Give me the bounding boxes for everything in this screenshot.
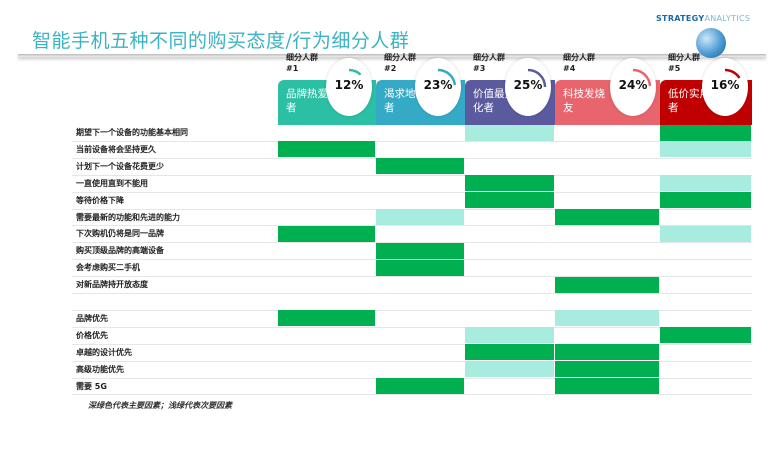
- primary-factor-cell: [376, 242, 464, 259]
- row-label: 品牌优先: [76, 313, 108, 323]
- secondary-factor-cell: [660, 225, 751, 242]
- primary-factor-cell: [555, 276, 659, 293]
- primary-factor-cell: [555, 344, 659, 361]
- segment-share-circle: 16%: [702, 58, 748, 116]
- segment-name: 品牌热爱者: [286, 88, 328, 114]
- segment-number: #1: [286, 64, 299, 73]
- row-divider: [72, 343, 752, 345]
- secondary-factor-cell: [465, 327, 554, 344]
- segment-label-text: 细分人群: [384, 53, 416, 62]
- segment-number: #5: [668, 64, 681, 73]
- primary-factor-cell: [465, 344, 554, 361]
- row-label: 对新品牌持开放态度: [76, 280, 148, 290]
- row-divider: [72, 174, 752, 176]
- row-label: 计划下一个设备花费更少: [76, 161, 164, 171]
- primary-factor-cell: [465, 192, 554, 209]
- title-divider: [18, 54, 766, 57]
- segment-number: #2: [384, 64, 397, 73]
- primary-factor-cell: [555, 378, 659, 394]
- secondary-factor-cell: [660, 175, 751, 192]
- strategy-analytics-logo: STRATEGYANALYTICS: [656, 14, 750, 23]
- segment-share-circle: 23%: [415, 58, 461, 116]
- primary-factor-cell: [660, 192, 751, 209]
- secondary-factor-cell: [465, 361, 554, 378]
- segment-share-circle: 25%: [505, 58, 551, 116]
- secondary-factor-cell: [660, 141, 751, 158]
- row-divider: [72, 140, 752, 142]
- segment-label-2: 细分人群 #2: [384, 52, 416, 74]
- row-label: 等待价格下降: [76, 195, 124, 205]
- primary-factor-cell: [555, 361, 659, 378]
- segment-label-1: 细分人群 #1: [286, 52, 318, 74]
- segment-number: #3: [473, 64, 486, 73]
- segment-label-3: 细分人群 #3: [473, 52, 505, 74]
- row-divider: [72, 309, 752, 311]
- row-label: 下次购机仍将是同一品牌: [76, 229, 164, 239]
- row-divider: [72, 360, 752, 362]
- share-arc: [724, 68, 741, 79]
- segment-name: 低价实用者: [668, 88, 710, 114]
- segment-share-circle: 24%: [610, 58, 656, 116]
- primary-factor-cell: [278, 225, 375, 242]
- secondary-factor-cell: [376, 209, 464, 225]
- row-label: 卓越的设计优先: [76, 347, 132, 357]
- segment-name: 价值最大化者: [473, 88, 515, 114]
- segment-share-percent: 16%: [710, 78, 740, 92]
- segment-share-circle: 12%: [326, 58, 372, 116]
- primary-factor-cell: [465, 175, 554, 192]
- row-divider: [72, 326, 752, 328]
- segment-label-text: 细分人群: [473, 53, 505, 62]
- primary-factor-cell: [555, 209, 659, 225]
- segment-number: #4: [563, 64, 576, 73]
- primary-factor-cell: [376, 259, 464, 276]
- segment-label-text: 细分人群: [668, 53, 700, 62]
- row-label: 会考虑购买二手机: [76, 263, 140, 273]
- row-divider: [72, 276, 752, 278]
- row-label: 一直使用直到不能用: [76, 178, 148, 188]
- primary-factor-cell: [278, 141, 375, 158]
- primary-factor-cell: [660, 124, 751, 141]
- secondary-factor-cell: [555, 310, 659, 327]
- segment-label-text: 细分人群: [563, 53, 595, 62]
- logo-text-strategy: STRATEGY: [656, 14, 705, 23]
- primary-factor-cell: [376, 378, 464, 394]
- row-divider: [72, 225, 752, 227]
- row-divider: [72, 191, 752, 193]
- share-arc: [348, 68, 362, 76]
- row-divider: [72, 394, 752, 396]
- segment-label-4: 细分人群 #4: [563, 52, 595, 74]
- primary-factor-cell: [376, 158, 464, 175]
- segment-share-percent: 12%: [334, 78, 364, 92]
- row-label: 购买顶级品牌的高端设备: [76, 246, 164, 256]
- segment-label-5: 细分人群 #5: [668, 52, 700, 74]
- row-label: 需要最新的功能和先进的能力: [76, 212, 180, 222]
- segment-name: 科技发烧友: [563, 88, 605, 114]
- share-arc: [632, 68, 652, 87]
- share-arc: [527, 68, 547, 88]
- globe-icon: [696, 28, 726, 58]
- primary-factor-cell: [660, 327, 751, 344]
- segment-label-text: 细分人群: [286, 53, 318, 62]
- row-label: 高级功能优先: [76, 364, 124, 374]
- row-label: 期望下一个设备的功能基本相同: [76, 128, 188, 137]
- segment-share-percent: 24%: [618, 78, 648, 92]
- row-divider: [72, 293, 752, 294]
- segment-share-percent: 25%: [513, 78, 543, 92]
- row-label: 当前设备将会坚持更久: [76, 144, 156, 154]
- share-arc: [437, 68, 457, 86]
- secondary-factor-cell: [465, 124, 554, 141]
- segment-share-percent: 23%: [423, 78, 453, 92]
- page-title: 智能手机五种不同的购买态度/行为细分人群: [32, 30, 410, 52]
- primary-factor-cell: [278, 310, 375, 327]
- logo-text-analytics: ANALYTICS: [704, 14, 751, 23]
- row-label: 价格优先: [76, 330, 108, 340]
- legend-footnote: 深绿色代表主要因素；浅绿代表次要因素: [88, 401, 232, 410]
- row-label: 需要 5G: [76, 381, 107, 391]
